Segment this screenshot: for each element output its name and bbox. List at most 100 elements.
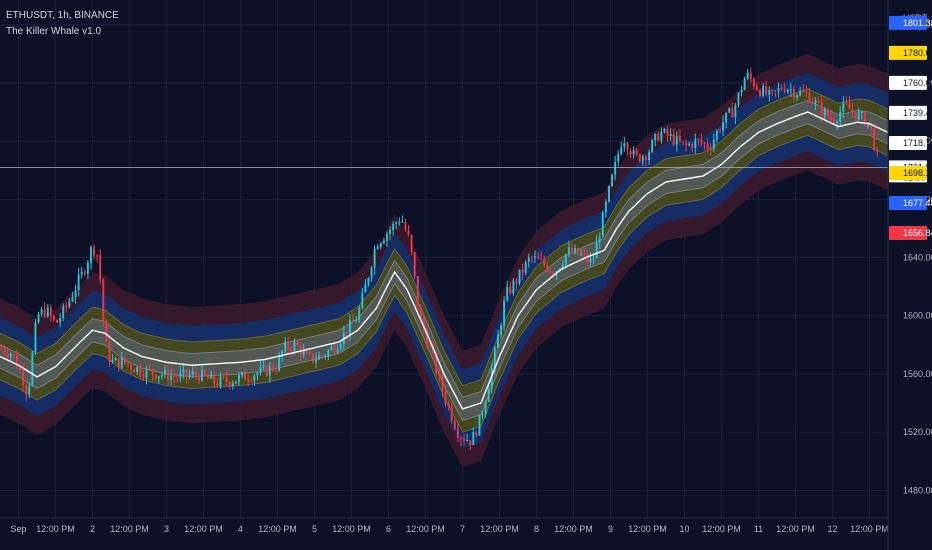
candle-body: [80, 271, 83, 275]
candle-body: [293, 342, 296, 351]
candle-body: [438, 373, 441, 375]
candle-body: [635, 150, 638, 155]
candle-body: [586, 254, 589, 262]
price-badge-bg: [889, 15, 927, 30]
candle-body: [466, 440, 469, 442]
candle-body: [860, 112, 863, 114]
candle-body: [685, 142, 687, 146]
candle-body: [160, 374, 163, 377]
candle-body: [333, 346, 336, 353]
price-badge: 1718.76: [889, 135, 932, 150]
candle-body: [638, 154, 641, 162]
price-badge-label: 1698.12: [903, 168, 932, 178]
candle-body: [463, 439, 465, 441]
candle-body: [108, 341, 111, 362]
price-badge-bg: [889, 75, 927, 90]
candle-body: [577, 248, 580, 255]
candle-body: [339, 344, 342, 349]
price-badge-label: 1801.32: [903, 18, 932, 28]
candle-body: [49, 307, 52, 316]
price-badge-label: 1718.76: [903, 138, 932, 148]
x-axis[interactable]: Sep 12:00 PM 2 12:00 PM 3 12:00 PM 4 12:00 PM 5 1…: [10, 524, 888, 534]
candle-body: [185, 369, 188, 377]
candle-body: [574, 248, 576, 253]
price-badge: 1739.40: [889, 105, 932, 120]
candle-body: [231, 383, 234, 386]
candle-body: [719, 130, 721, 132]
candle-body: [179, 372, 182, 378]
candle-body: [207, 375, 210, 379]
candle-body: [601, 212, 604, 238]
candle-body: [740, 90, 743, 93]
candle-body: [870, 122, 872, 128]
candle-body: [626, 143, 629, 151]
candle-body: [737, 92, 740, 106]
candle-body: [0, 347, 3, 349]
candle-body: [352, 320, 354, 322]
candle-body: [583, 253, 586, 255]
candle-body: [401, 221, 404, 223]
candle-body: [672, 134, 675, 145]
candle-body: [842, 102, 845, 112]
candle-body: [759, 90, 761, 97]
candle-body: [216, 383, 219, 386]
candle-body: [515, 280, 518, 284]
candle-body: [305, 350, 308, 353]
candle-body: [592, 258, 595, 260]
candle-body: [500, 325, 502, 336]
candle-body: [22, 369, 25, 385]
candle-body: [410, 234, 413, 253]
candle-body: [102, 279, 105, 322]
indicator-title[interactable]: The Killer Whale v1.0: [6, 26, 102, 37]
x-tick-label: 7: [460, 524, 465, 534]
x-tick-label: 12:00 PM: [850, 524, 889, 534]
candle-body: [854, 112, 857, 120]
candle-body: [151, 369, 154, 375]
candle-body: [302, 350, 305, 355]
candle-body: [268, 365, 271, 376]
candle-body: [805, 91, 808, 93]
candle-body: [194, 371, 197, 375]
candle-body: [96, 255, 99, 257]
candle-body: [537, 256, 539, 259]
x-tick-label: 12:00 PM: [110, 524, 149, 534]
candle-body: [413, 252, 416, 277]
candle-body: [278, 357, 280, 371]
x-tick-label: 2: [90, 524, 95, 534]
candle-body: [201, 369, 203, 381]
candle-body: [706, 143, 709, 149]
candle-body: [6, 353, 9, 357]
x-tick-label: 12:00 PM: [406, 524, 445, 534]
candle-body: [188, 374, 191, 377]
price-badge-bg: [889, 196, 927, 211]
candle-body: [265, 365, 268, 376]
candle-body: [173, 375, 176, 377]
candle-body: [349, 320, 351, 336]
band-edge: [0, 134, 889, 433]
candle-body: [694, 139, 697, 149]
candle-body: [416, 276, 419, 307]
candle-body: [74, 290, 77, 298]
candle-body: [669, 134, 672, 136]
candle-body: [3, 348, 6, 354]
candle-body: [253, 375, 256, 381]
symbol-title[interactable]: ETHUSDT, 1h, BINANCE: [6, 10, 119, 21]
candle-body: [823, 109, 826, 116]
candle-body: [308, 352, 311, 354]
x-tick-label: 3: [164, 524, 169, 534]
candle-body: [481, 414, 484, 416]
candle-body: [386, 233, 388, 241]
price-badge: 1698.12: [889, 165, 932, 180]
candle-body: [315, 359, 317, 362]
candle-body: [756, 86, 758, 91]
candle-body: [228, 382, 231, 386]
x-tick-label: 10: [679, 524, 689, 534]
candle-body: [213, 374, 216, 384]
price-badge: 1656.84: [889, 226, 932, 241]
candle-body: [503, 300, 506, 326]
candle-body: [191, 371, 194, 375]
x-tick-label: 4: [238, 524, 243, 534]
candle-body: [167, 369, 169, 381]
candle-body: [210, 374, 213, 379]
